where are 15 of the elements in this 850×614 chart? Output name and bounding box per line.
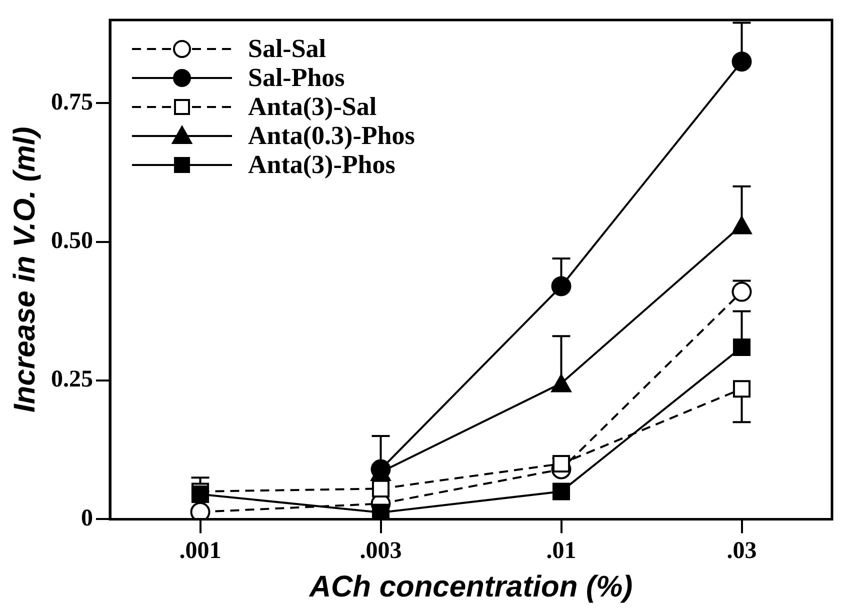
y-tick-label: 0.75	[51, 89, 93, 116]
y-axis-title: Increase in V.O. (ml)	[8, 126, 42, 412]
legend-label: Sal-Phos	[248, 62, 345, 92]
y-tick-label: 0	[81, 505, 93, 532]
x-tick-label: .03	[726, 538, 757, 564]
x-tick-label: .003	[360, 538, 402, 564]
legend-label: Anta(3)-Phos	[248, 150, 396, 180]
legend-label: Anta(0.3)-Phos	[248, 120, 415, 150]
x-tick-label: .01	[546, 538, 576, 564]
legend-label: Sal-Sal	[248, 34, 326, 64]
x-axis-title: ACh concentration (%)	[308, 570, 633, 604]
y-tick-label: 0.50	[51, 228, 93, 254]
x-tick-label: .001	[179, 538, 222, 564]
legend-label: Anta(3)-Sal	[248, 92, 377, 122]
y-tick-label: 0.25	[51, 366, 93, 393]
